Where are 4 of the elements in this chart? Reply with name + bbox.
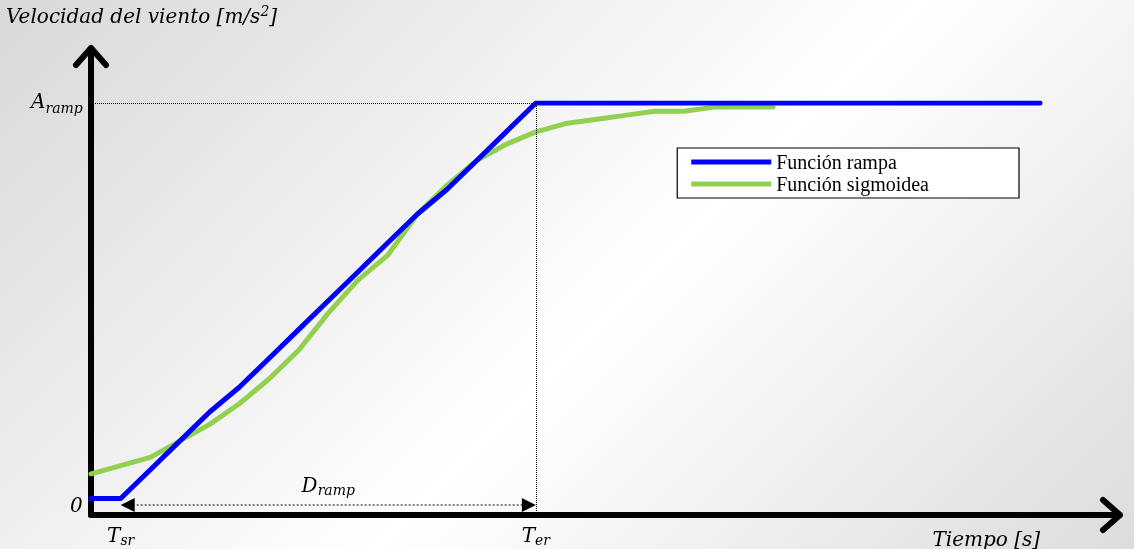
ref-line-label: A$_{ramp}$ bbox=[31, 89, 83, 116]
legend-label: Función rampa bbox=[776, 151, 897, 174]
text: 0 bbox=[70, 493, 83, 517]
legend-label: Función sigmoidea bbox=[776, 173, 930, 196]
